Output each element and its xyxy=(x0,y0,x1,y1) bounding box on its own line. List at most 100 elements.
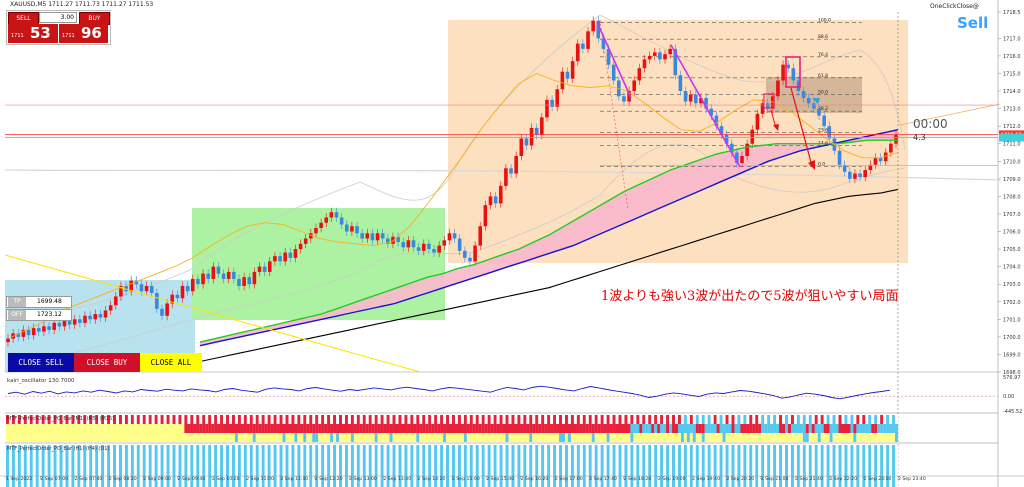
mtf-cell xyxy=(306,424,310,433)
mtf-cell xyxy=(428,415,432,424)
mtf-cell xyxy=(630,445,634,472)
mtf-cell xyxy=(398,433,402,442)
osc-tick-label: 0.00 xyxy=(1003,394,1014,400)
mtf-cell xyxy=(466,415,470,424)
mtf-cell xyxy=(130,415,134,424)
mtf-cell xyxy=(686,472,690,487)
mtf-cell xyxy=(767,472,771,487)
close-buy-button[interactable]: CLOSE BUY xyxy=(74,353,140,372)
mtf-cell xyxy=(487,415,491,424)
mtf-cell xyxy=(475,445,479,472)
mtf-cell xyxy=(47,445,51,472)
mtf-cell xyxy=(148,424,152,433)
mtf-cell xyxy=(660,433,664,442)
close-all-button[interactable]: CLOSE ALL xyxy=(140,353,202,372)
mtf-cell xyxy=(267,433,271,442)
sell-button[interactable]: SELL xyxy=(8,12,39,25)
mtf-cell xyxy=(764,472,768,487)
mtf-cell xyxy=(722,433,726,442)
mtf-cell xyxy=(615,424,619,433)
mtf-cell xyxy=(886,424,890,433)
mtf-cell xyxy=(62,433,66,442)
mtf-cell xyxy=(829,445,833,472)
mtf-cell xyxy=(437,472,441,487)
mtf-cell xyxy=(53,433,57,442)
mtf-cell xyxy=(877,433,881,442)
mtf-cell xyxy=(517,472,521,487)
mtf-cell xyxy=(478,472,482,487)
mtf-cell xyxy=(689,433,693,442)
mtf-cell xyxy=(350,445,354,472)
mtf-cell xyxy=(606,424,610,433)
mtf-cell xyxy=(805,433,809,442)
mtf-cell xyxy=(347,424,351,433)
mtf-cell xyxy=(722,424,726,433)
mtf-cell xyxy=(297,472,301,487)
tp-row: TP 1699.48 xyxy=(6,296,72,308)
mtf-cell xyxy=(116,445,120,472)
candle-body xyxy=(288,252,293,258)
mtf-cell xyxy=(770,472,774,487)
candle-body xyxy=(165,303,169,316)
candle-body xyxy=(776,80,780,97)
close-sell-button[interactable]: CLOSE SELL xyxy=(8,353,74,372)
mtf-cell xyxy=(680,424,684,433)
mtf-cell xyxy=(889,433,893,442)
mtf-cell xyxy=(401,433,405,442)
mtf-cell xyxy=(77,424,81,433)
mtf-cell xyxy=(695,424,699,433)
candle-body xyxy=(160,308,164,316)
mtf-cell xyxy=(196,424,200,433)
mtf-cell xyxy=(695,433,699,442)
mtf-cell xyxy=(564,433,569,442)
mtf-cell xyxy=(624,433,628,442)
candle-body xyxy=(421,243,426,251)
mtf-cell xyxy=(110,472,114,487)
candle-body xyxy=(370,233,375,241)
mtf-cell xyxy=(446,424,450,433)
lots-input[interactable]: 3.00 xyxy=(39,12,77,23)
mtf-cell xyxy=(648,424,652,433)
trend-line-yellow xyxy=(4,254,421,373)
buy-price-big: 96 xyxy=(81,24,102,42)
mtf-cell xyxy=(62,472,66,487)
mtf-cell xyxy=(463,433,467,442)
mtf-cell xyxy=(591,415,595,424)
mtf-cell xyxy=(856,445,860,472)
mtf-cell xyxy=(184,445,188,472)
price-tick-label: 1704.0 xyxy=(1003,265,1021,271)
mtf-cell xyxy=(672,415,676,424)
mtf-cell xyxy=(252,445,256,472)
candle-body xyxy=(170,294,175,304)
mtf-cell xyxy=(529,445,533,472)
mtf-cell xyxy=(460,472,464,487)
mtf-cell xyxy=(321,415,325,424)
mtf-cell xyxy=(469,415,473,424)
mtf-cell xyxy=(683,445,687,472)
highlight-box-1 xyxy=(785,56,801,88)
mtf-cell xyxy=(868,433,872,442)
mtf-cell xyxy=(511,433,515,442)
mtf-cell xyxy=(344,445,348,472)
mtf-cell xyxy=(199,433,203,442)
mtf-cell xyxy=(83,445,87,472)
candle-body xyxy=(591,20,595,32)
buy-price-small: 1711 xyxy=(62,33,75,39)
mtf-cell xyxy=(550,424,554,433)
mtf-cell xyxy=(725,424,729,433)
mtf-cell xyxy=(811,433,815,442)
mtf-cell xyxy=(719,415,723,424)
off-label: OFF xyxy=(8,310,26,320)
mtf-cell xyxy=(675,472,679,487)
buy-price-box[interactable]: 1711 96 xyxy=(59,24,108,43)
buy-label: BUY xyxy=(88,15,101,22)
mtf-cell xyxy=(749,415,753,424)
mtf-cell xyxy=(600,424,604,433)
mtf-cell xyxy=(234,424,238,433)
mtf-cell xyxy=(865,445,869,472)
mtf-cell xyxy=(469,433,473,442)
mtf-cell xyxy=(853,415,857,424)
sell-price-box[interactable]: 1711 53 xyxy=(8,24,58,43)
mtf-cell xyxy=(889,424,893,433)
one-click-trade-panel: SELL 3.00 BUY 1711 53 1711 96 xyxy=(6,10,111,45)
